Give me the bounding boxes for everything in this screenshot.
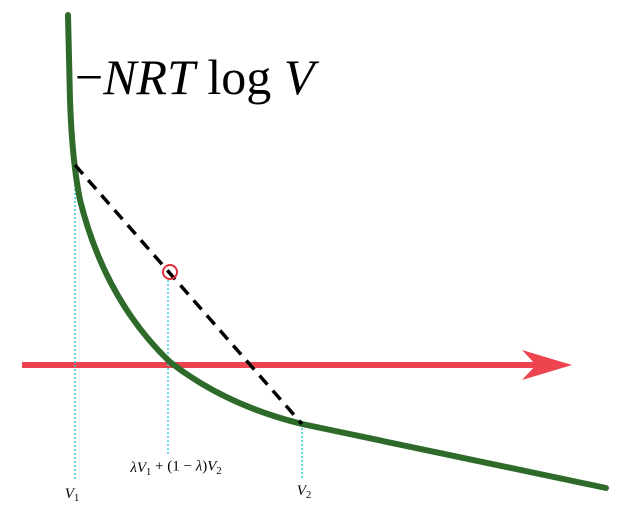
text-segment: V bbox=[207, 459, 218, 475]
v2-label: V2 bbox=[297, 483, 311, 501]
guide-lines bbox=[74, 165, 303, 480]
v1-label: V1 bbox=[65, 486, 79, 504]
chord bbox=[73, 163, 304, 426]
text-segment: log bbox=[195, 49, 284, 105]
text-segment: 2 bbox=[216, 466, 221, 477]
text-segment: NRT bbox=[102, 49, 198, 105]
text-segment: λ bbox=[195, 459, 203, 475]
text-segment: − bbox=[75, 49, 103, 105]
text-segment: + (1 − bbox=[151, 459, 195, 475]
mix-label: λV1 + (1 − λ)V2 bbox=[129, 459, 221, 479]
text-segment: 2 bbox=[306, 490, 311, 501]
text-segment: ) bbox=[202, 459, 207, 475]
formula: −NRT log V bbox=[75, 49, 320, 105]
curve bbox=[65, 12, 609, 491]
text-segment: λV bbox=[129, 460, 147, 476]
text-segment: V bbox=[284, 49, 320, 105]
arrow-head bbox=[522, 350, 572, 380]
mix-point bbox=[162, 264, 178, 280]
text-segment: V bbox=[297, 483, 308, 499]
text-segment: 1 bbox=[146, 467, 151, 478]
text-segment: 1 bbox=[74, 493, 79, 504]
text-segment: V bbox=[65, 486, 76, 502]
